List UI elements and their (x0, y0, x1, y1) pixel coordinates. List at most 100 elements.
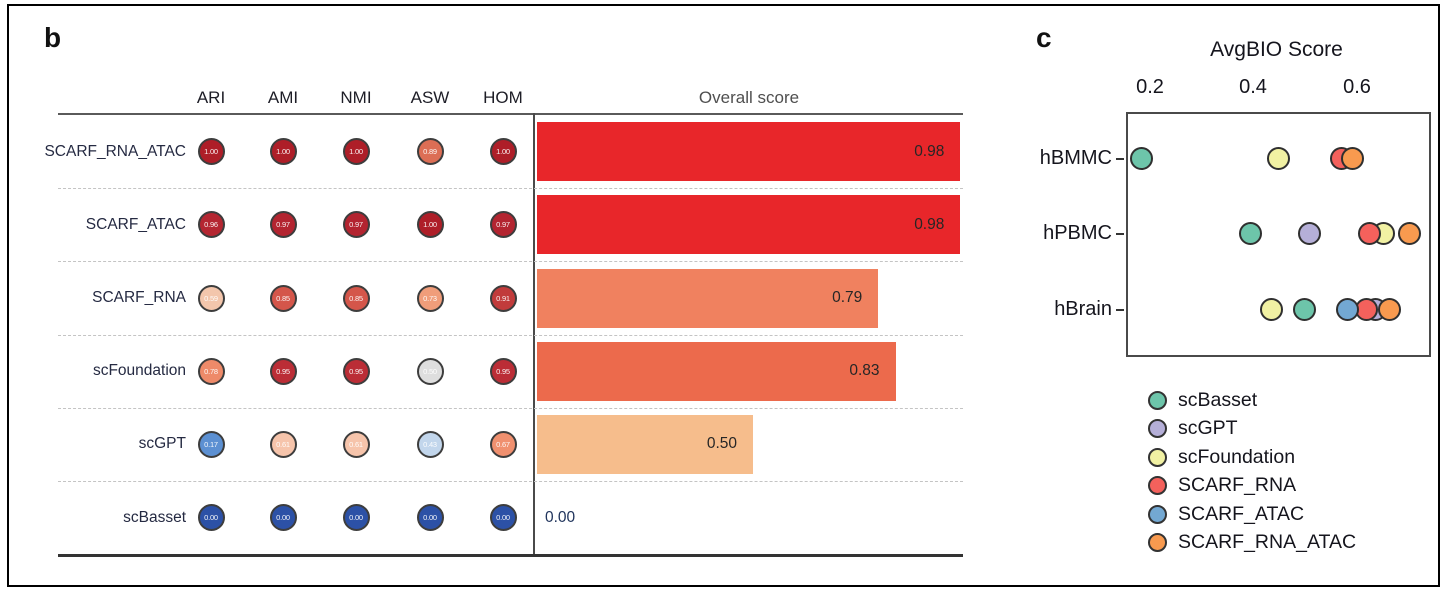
metric-dot: 0.00 (416, 504, 444, 532)
metric-dot: 0.96 (197, 211, 225, 239)
metric-dot-value: 0.61 (276, 439, 290, 449)
overall-score-header: Overall score (698, 88, 800, 107)
metric-dot-value: 0.43 (423, 439, 437, 449)
row-separator (58, 407, 963, 409)
panel-b-label: b (44, 22, 62, 53)
row-label-scfoundation: scFoundation (92, 362, 186, 380)
overall-score-value: 0.00 (545, 508, 576, 526)
metric-dot: 0.00 (269, 504, 297, 532)
table-bottom-line (58, 554, 963, 557)
metric-dot: 0.67 (489, 430, 517, 458)
metric-dot: 0.00 (197, 504, 225, 532)
legend-item-scfoundation: scFoundation (1148, 443, 1356, 472)
metric-dot-value: 1.00 (349, 147, 363, 157)
metric-dot: 0.97 (489, 211, 517, 239)
metric-dot-value: 0.97 (276, 220, 290, 230)
row-separator (58, 261, 963, 263)
metric-dot-value: 0.97 (496, 220, 510, 230)
dataset-tick (1116, 158, 1124, 160)
dataset-label-hbrain: hBrain (1054, 298, 1112, 320)
dataset-tick (1116, 233, 1124, 235)
metric-dot-value: 1.00 (423, 220, 437, 230)
metric-dot-value: 0.00 (276, 513, 290, 523)
metric-dot-value: 0.59 (204, 293, 218, 303)
metric-dot: 0.43 (416, 430, 444, 458)
metric-dot: 0.00 (342, 504, 370, 532)
metric-dot: 0.85 (269, 284, 297, 312)
metric-dot-value: 1.00 (276, 147, 290, 157)
legend-dot (1148, 533, 1167, 553)
metric-dot: 0.95 (269, 357, 297, 385)
metric-dot-value: 0.97 (349, 220, 363, 230)
metric-dot-value: 0.95 (349, 366, 363, 376)
scatter-dot-scfoundation (1267, 146, 1291, 170)
metric-dot-value: 0.85 (349, 293, 363, 303)
overall-score-value: 0.83 (849, 362, 880, 380)
overall-score-bar (537, 341, 896, 401)
metric-dot: 0.78 (197, 357, 225, 385)
legend-item-scbasset: scBasset (1148, 386, 1356, 415)
scatter-dot-scarf_atac (1336, 297, 1360, 321)
metric-dot-value: 0.89 (423, 147, 437, 157)
table-top-line (58, 113, 963, 115)
metric-dot-value: 0.78 (204, 366, 218, 376)
row-label-scgpt: scGPT (138, 435, 186, 453)
scatter-dot-scfoundation (1259, 297, 1283, 321)
legend-label: scGPT (1178, 417, 1238, 440)
legend-label: SCARF_RNA (1178, 474, 1297, 497)
legend-label: SCARF_RNA_ATAC (1178, 531, 1357, 554)
legend: scBasset scGPT scFoundation SCARF_RNA SCARF_… (1148, 386, 1356, 557)
legend-item-scgpt: scGPT (1148, 415, 1356, 444)
row-label-scarf_rna_atac: SCARF_RNA_ATAC (44, 142, 186, 160)
metric-dot-value: 0.85 (276, 293, 290, 303)
metric-dot: 0.00 (489, 504, 517, 532)
scatter-dot-scbasset (1293, 297, 1317, 321)
metric-dot: 0.95 (489, 357, 517, 385)
metric-header-nmi: NMI (340, 88, 372, 107)
metric-dot-value: 0.95 (496, 366, 510, 376)
metric-dot: 1.00 (342, 138, 370, 166)
panel-c-label: c (1036, 22, 1052, 53)
metric-dot: 0.97 (342, 211, 370, 239)
x-tick-label: 0.6 (1343, 76, 1371, 98)
overall-score-bar (537, 414, 753, 474)
metric-dot: 0.91 (489, 284, 517, 312)
metric-header-hom: HOM (483, 88, 523, 107)
x-tick-label: 0.4 (1239, 76, 1267, 98)
metric-dot-value: 0.00 (423, 513, 437, 523)
x-tick-label: 0.2 (1136, 76, 1164, 98)
row-label-scarf_rna: SCARF_RNA (92, 289, 186, 306)
metric-dot: 1.00 (489, 138, 517, 166)
legend-label: scFoundation (1178, 445, 1296, 468)
dataset-label-hpbmc: hPBMC (1043, 222, 1112, 244)
dataset-tick (1116, 309, 1124, 311)
overall-score-bar (537, 195, 961, 255)
overall-score-value: 0.98 (914, 215, 945, 233)
legend-dot (1148, 447, 1167, 467)
metric-dot-value: 0.95 (276, 366, 290, 376)
metric-dot-value: 0.50 (423, 366, 437, 376)
scatter-dot-scarf_rna_atac (1341, 146, 1365, 170)
overall-score-value: 0.98 (914, 142, 945, 160)
legend-label: scBasset (1178, 388, 1258, 411)
metric-dot-value: 0.00 (496, 513, 510, 523)
row-separator (58, 481, 963, 482)
row-separator (58, 188, 963, 190)
metric-dot: 0.59 (197, 284, 225, 312)
metric-dot-value: 0.61 (349, 439, 363, 449)
metric-dot: 0.85 (342, 284, 370, 312)
avgbio-score-title: AvgBIO Score (1210, 38, 1343, 61)
metric-dot: 1.00 (197, 138, 225, 166)
row-label-scarf_atac: SCARF_ATAC (85, 215, 186, 233)
metric-dot-value: 0.00 (204, 513, 218, 523)
metric-dot: 0.95 (342, 357, 370, 385)
metric-header-asw: ASW (410, 88, 450, 107)
legend-item-scarf_rna: SCARF_RNA (1148, 472, 1356, 501)
metric-dot-value: 0.91 (496, 293, 510, 303)
row-label-scbasset: scBasset (123, 508, 186, 526)
overall-score-value: 0.79 (832, 289, 863, 306)
scatter-dot-scbasset (1238, 221, 1262, 245)
metric-dot: 1.00 (416, 211, 444, 239)
dataset-label-hbmmc: hBMMC (1039, 147, 1112, 169)
